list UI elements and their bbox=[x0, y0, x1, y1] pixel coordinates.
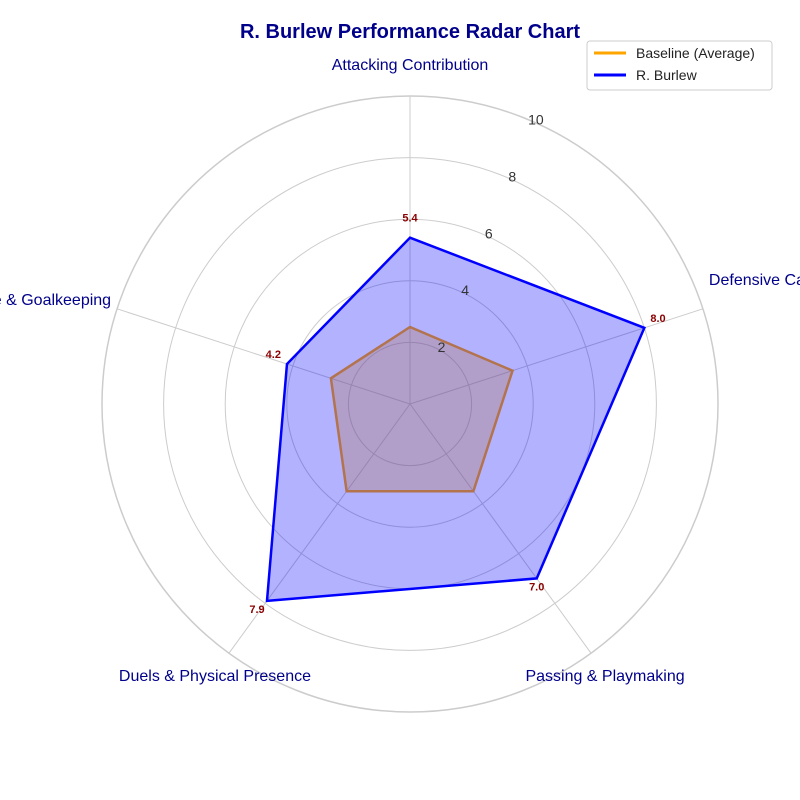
axis-label: Defensive Capability bbox=[709, 272, 800, 289]
axis-label: Attacking Contribution bbox=[332, 57, 489, 74]
radial-tick-label: 2 bbox=[438, 339, 446, 355]
legend-label-baseline: Baseline (Average) bbox=[636, 45, 755, 61]
grid-spoke bbox=[409, 403, 592, 654]
chart-title: R. Burlew Performance Radar Chart bbox=[240, 21, 580, 43]
data-label: 7.0 bbox=[529, 581, 544, 593]
grid-spoke bbox=[228, 403, 411, 654]
data-label: 4.2 bbox=[266, 349, 281, 361]
legend-label-burlew: R. Burlew bbox=[636, 67, 698, 83]
legend: Baseline (Average) R. Burlew bbox=[586, 40, 773, 91]
series-area-0 bbox=[329, 325, 515, 493]
radial-tick-label: 8 bbox=[508, 168, 516, 184]
legend-box bbox=[586, 40, 773, 91]
axis-label: Discipline & Goalkeeping bbox=[0, 292, 111, 309]
grid-spoke bbox=[116, 308, 411, 405]
radial-tick-label: 4 bbox=[461, 282, 469, 298]
data-label: 8.0 bbox=[650, 313, 665, 325]
axis-label: Duels & Physical Presence bbox=[119, 668, 311, 685]
axis-label: Passing & Playmaking bbox=[525, 668, 684, 685]
grid-spoke bbox=[409, 308, 704, 405]
data-label: 5.4 bbox=[402, 213, 418, 225]
radar-labels: 2 4 6 8 10 Attacking Contribution Defensive Ca… bbox=[0, 57, 800, 685]
data-label: 7.9 bbox=[249, 604, 264, 616]
radar-series bbox=[265, 236, 647, 603]
radar-grid bbox=[101, 95, 719, 713]
series-area-1 bbox=[265, 236, 647, 603]
radial-tick-label: 10 bbox=[528, 111, 544, 127]
radial-tick-label: 6 bbox=[485, 225, 493, 241]
